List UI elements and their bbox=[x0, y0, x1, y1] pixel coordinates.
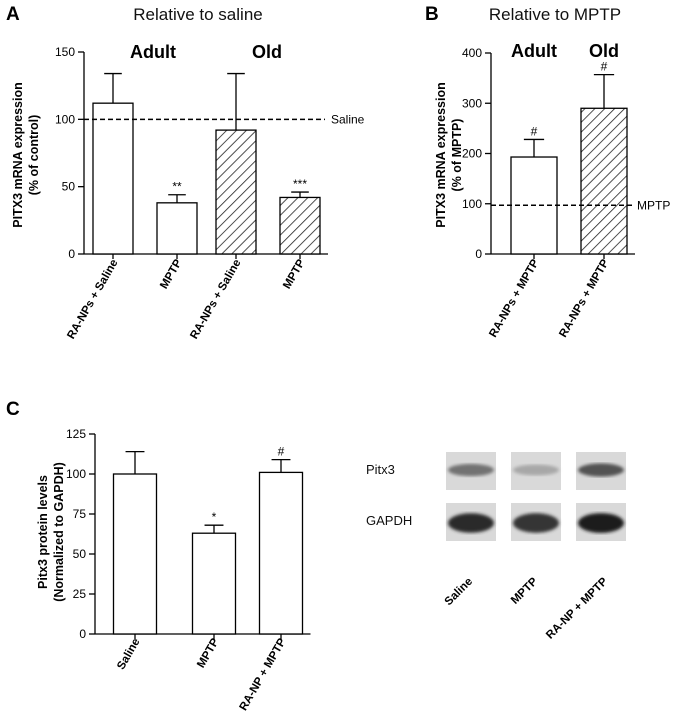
panel-a-ylabel-line2: (% of control) bbox=[27, 115, 41, 196]
panel-c-significance-label: # bbox=[278, 445, 285, 459]
western-blot: Pitx3 GAPDH Saline MPTP RA-NP + MPTP bbox=[366, 452, 626, 642]
panel-a-group-old: Old bbox=[252, 42, 282, 62]
panel-b-significance-label: # bbox=[601, 60, 608, 74]
panel-c-bar bbox=[258, 471, 304, 635]
panel-c-ylabel-line1: Pitx3 protein levels bbox=[36, 475, 50, 589]
panel-b-ylabel: PITX3 mRNA expression (% of MPTP) bbox=[434, 82, 464, 227]
panel-a-y-tick-label: 150 bbox=[55, 45, 75, 59]
panel-c-y-tick-label: 125 bbox=[66, 427, 86, 441]
panel-c-category-label: RA-NP + MPTP bbox=[238, 636, 289, 713]
panel-a-y-tick-label: 50 bbox=[62, 180, 76, 194]
blot-lane-pitx3-band bbox=[448, 463, 494, 477]
panel-c-category-label: Saline bbox=[115, 637, 142, 672]
blot-row-label-gapdh: GAPDH bbox=[366, 513, 412, 528]
panel-c-y-tick-label: 25 bbox=[73, 587, 87, 601]
panel-a-ylabel-line1: PITX3 mRNA expression bbox=[11, 82, 25, 227]
panel-a-category-label: RA-NPs + Saline bbox=[188, 258, 243, 342]
panel-a-reference-label: Saline bbox=[331, 112, 365, 126]
blot-row-label-pitx3: Pitx3 bbox=[366, 462, 395, 477]
panel-a-group-adult: Adult bbox=[130, 42, 176, 62]
panel-c-y-tick-label: 0 bbox=[79, 627, 86, 641]
blot-lanes bbox=[446, 452, 626, 541]
panel-b-title: Relative to MPTP bbox=[489, 5, 621, 24]
panel-c-category-label: MPTP bbox=[195, 636, 222, 670]
panel-c-bar bbox=[112, 473, 158, 635]
panel-a-significance-label: *** bbox=[293, 177, 307, 191]
panel-c-chart: 0 25 50 75 100 125 Saline * MPTP # RA-NP + MPTP bbox=[66, 427, 311, 713]
panel-a-significance-label: ** bbox=[172, 180, 182, 194]
panel-a-category-label: RA-NPs + Saline bbox=[65, 258, 120, 342]
blot-lane-pitx3-band bbox=[513, 464, 559, 476]
panel-a-y-tick-label: 0 bbox=[68, 247, 75, 261]
panel-b-chart: 0 100 200 300 400 # RA-NPs + MPTP # RA-NPs + MPT… bbox=[462, 46, 670, 340]
panel-a-category-label: MPTP bbox=[158, 257, 185, 291]
panel-b-y-tick-label: 200 bbox=[462, 147, 482, 161]
panel-c-y-tick-label: 50 bbox=[73, 547, 87, 561]
panel-b-category-label: RA-NPs + MPTP bbox=[487, 257, 541, 339]
panel-c-y-tick-label: 75 bbox=[73, 507, 87, 521]
panel-a-bar bbox=[279, 196, 321, 255]
panel-b-y-tick-label: 400 bbox=[462, 46, 482, 60]
blot-lane-label-saline: Saline bbox=[443, 576, 475, 608]
panel-c-y-tick-label: 100 bbox=[66, 467, 86, 481]
panel-letter-b: B bbox=[425, 4, 439, 25]
blot-lane-pitx3-band bbox=[578, 463, 624, 477]
panel-letter-a: A bbox=[6, 4, 20, 25]
panel-c-bar bbox=[191, 532, 237, 635]
panel-b-category-label: RA-NPs + MPTP bbox=[557, 257, 611, 339]
blot-lane-label-ra-np-mptp: RA-NP + MPTP bbox=[544, 575, 610, 641]
panel-a-bar bbox=[156, 202, 198, 255]
panel-c-ylabel-line2: (Normalized to GAPDH) bbox=[52, 462, 66, 602]
panel-a-bar bbox=[92, 102, 134, 255]
panel-a-y-tick-label: 100 bbox=[55, 112, 75, 126]
panel-c-significance-label: * bbox=[212, 510, 217, 524]
panel-a-bar bbox=[215, 129, 257, 255]
panel-b-ylabel-line2: (% of MPTP) bbox=[450, 119, 464, 192]
panel-b-y-tick-label: 0 bbox=[475, 247, 482, 261]
panel-b-group-old: Old bbox=[589, 41, 619, 61]
panel-b-ylabel-line1: PITX3 mRNA expression bbox=[434, 82, 448, 227]
panel-a-title: Relative to saline bbox=[133, 5, 262, 24]
panel-b-significance-label: # bbox=[531, 124, 538, 138]
panel-b-bar bbox=[580, 107, 628, 255]
blot-lane-gapdh-band bbox=[578, 513, 624, 533]
panel-a-ylabel: PITX3 mRNA expression (% of control) bbox=[11, 82, 41, 227]
panel-b-reference-label: MPTP bbox=[637, 198, 670, 212]
panel-b-group-adult: Adult bbox=[511, 41, 557, 61]
panel-c-ylabel: Pitx3 protein levels (Normalized to GAPD… bbox=[36, 462, 66, 602]
panel-letter-c: C bbox=[6, 399, 20, 420]
panel-a-category-label: MPTP bbox=[281, 257, 308, 291]
blot-lane-gapdh-band bbox=[448, 513, 494, 533]
blot-lane-gapdh-band bbox=[513, 513, 559, 533]
panel-b-y-tick-label: 100 bbox=[462, 197, 482, 211]
panel-b-y-tick-label: 300 bbox=[462, 96, 482, 110]
blot-lane-label-mptp: MPTP bbox=[509, 575, 540, 606]
